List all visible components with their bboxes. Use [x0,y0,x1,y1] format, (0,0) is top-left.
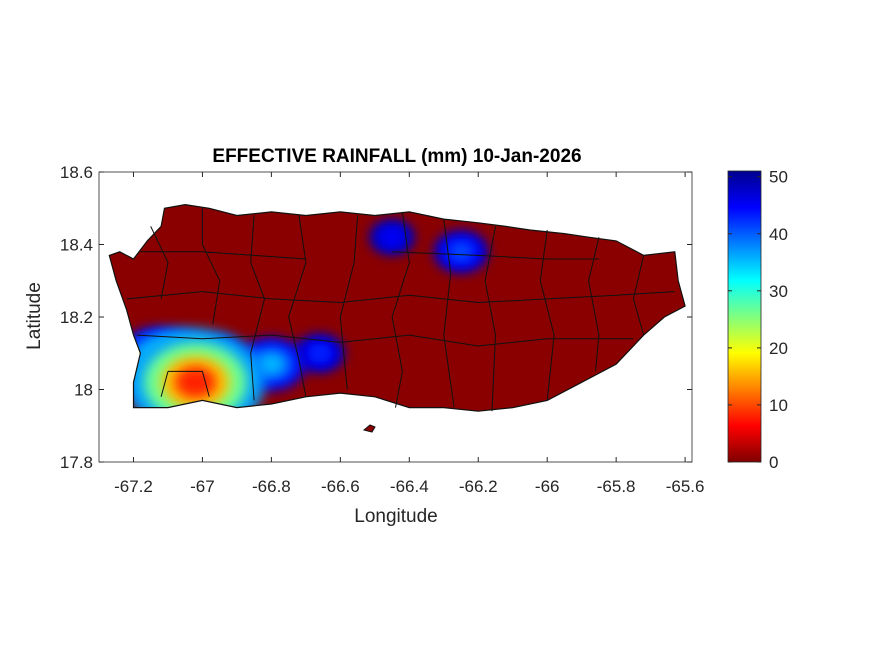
colorbar-tick-label: 20 [769,339,788,358]
rainfall-hotspot [312,347,328,359]
island-map [108,203,686,433]
rainfall-hotspot [174,366,217,399]
municipality-boundaries [126,208,675,412]
y-tick-label: 18.4 [60,236,93,255]
x-axis: -67.2 -67 -66.8 -66.6 -66.4 -66.2 -66 -65.8 -65.… [114,172,704,496]
x-tick-label: -67.2 [114,477,153,496]
rainfall-hotspot [385,232,399,243]
rainfall-hotspot [452,245,470,258]
x-tick-label: -65.8 [597,477,636,496]
y-tick-label: 18 [74,381,93,400]
x-axis-label: Longitude [354,506,437,527]
x-tick-label: -66.8 [252,477,291,496]
rainfall-hotspot [261,356,282,372]
x-tick-label: -66.4 [390,477,429,496]
x-tick-label: -66.6 [321,477,360,496]
y-axis-label: Latitude [24,282,45,350]
y-tick-label: 18.2 [60,308,93,327]
y-axis: 17.8 18 18.2 18.4 18.6 [60,163,692,472]
colorbar-tick-label: 40 [769,225,788,244]
colorbar-tick-label: 10 [769,396,788,415]
x-tick-label: -65.6 [666,477,705,496]
colorbar-tick-label: 50 [769,168,788,187]
y-tick-label: 18.6 [60,163,93,182]
x-tick-label: -67 [190,477,215,496]
caja-de-muertos-islet [362,424,376,433]
x-tick-label: -66.2 [459,477,498,496]
colorbar-gradient [727,170,762,463]
x-tick-label: -66 [535,477,560,496]
island-outline [108,203,686,412]
colorbar-tick-label: 0 [769,453,778,472]
y-tick-label: 17.8 [60,453,93,472]
colorbar-tick-label: 30 [769,282,788,301]
colorbar-ticks: 0 10 20 30 40 50 [728,168,788,472]
map-title: EFFECTIVE RAINFALL (mm) 10-Jan-2026 [212,146,581,167]
colorbar: 0 10 20 30 40 50 [727,168,788,472]
